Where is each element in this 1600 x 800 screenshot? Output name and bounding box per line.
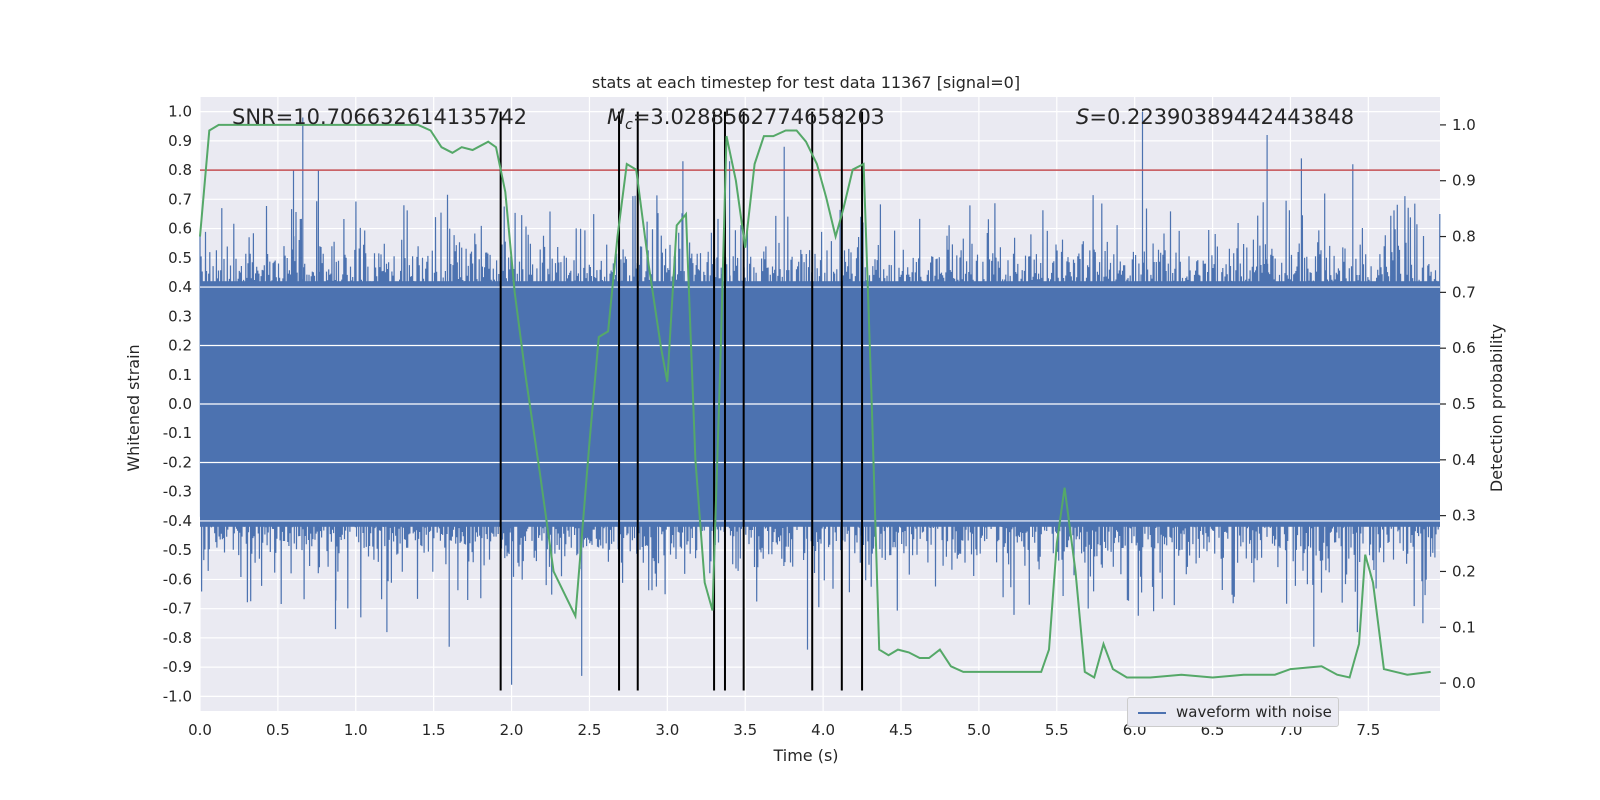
x-tick-label: 1.5 bbox=[422, 721, 446, 739]
s-symbol: S bbox=[1076, 105, 1089, 129]
x-tick-label: 3.5 bbox=[733, 721, 757, 739]
x-tick-label: 1.0 bbox=[344, 721, 368, 739]
x-tick-label: 2.0 bbox=[500, 721, 524, 739]
x-tick-label: 0.0 bbox=[188, 721, 212, 739]
y-right-tick-label: 0.3 bbox=[1452, 507, 1476, 525]
y-left-tick-label: -0.7 bbox=[163, 600, 192, 618]
y-left-tick-label: 0.4 bbox=[168, 278, 192, 296]
probability-layer bbox=[199, 123, 1431, 680]
waveform-layer bbox=[199, 111, 1441, 685]
y-axis-left-label: Whitened strain bbox=[124, 344, 143, 471]
y-right-tick-label: 0.8 bbox=[1452, 228, 1476, 246]
y-left-tick-label: 0.0 bbox=[168, 395, 192, 413]
x-tick-label: 0.5 bbox=[266, 721, 290, 739]
mc-value: =3.028856277465820З bbox=[633, 105, 885, 129]
x-tick-label: 7.5 bbox=[1356, 721, 1380, 739]
y-left-tick-label: 0.7 bbox=[168, 190, 192, 208]
x-tick-label: 5.0 bbox=[967, 721, 991, 739]
y-right-tick-label: 0.9 bbox=[1452, 172, 1476, 190]
x-tick-label: 4.5 bbox=[889, 721, 913, 739]
y-right-tick-label: 1.0 bbox=[1452, 116, 1476, 134]
y-left-tick-label: -0.6 bbox=[163, 570, 192, 588]
snr-annotation: SNR=10.706632614135742 bbox=[232, 105, 527, 129]
tick-layer: 0.0 0.5 1.0 1.5 2.0 2.5 3.0 3.5 4.0 4.5 5.0 5.5 6.0 6… bbox=[163, 103, 1476, 739]
y-left-tick-label: 0.2 bbox=[168, 337, 192, 355]
y-left-tick-label: -0.9 bbox=[163, 658, 192, 676]
y-left-tick-label: -0.3 bbox=[163, 483, 192, 501]
chirp-mass-annotation: Mc=3.028856277465820З bbox=[607, 105, 884, 133]
legend-label: waveform with noise bbox=[1176, 703, 1332, 721]
s-annotation: S=0.22390389442443848 bbox=[1076, 105, 1354, 129]
y-right-tick-label: 0.1 bbox=[1452, 618, 1476, 636]
y-left-tick-label: 0.9 bbox=[168, 132, 192, 150]
legend-line-swatch bbox=[1138, 712, 1166, 714]
y-left-tick-label: -0.1 bbox=[163, 424, 192, 442]
y-left-tick-label: 0.6 bbox=[168, 220, 192, 238]
x-tick-label: 5.5 bbox=[1045, 721, 1069, 739]
legend: waveform with noise bbox=[1127, 697, 1339, 727]
y-right-tick-label: 0.6 bbox=[1452, 339, 1476, 357]
probability-line bbox=[199, 123, 1431, 680]
chart-title: stats at each timestep for test data 113… bbox=[592, 73, 1020, 92]
s-value: =0.22390389442443848 bbox=[1089, 105, 1354, 129]
y-left-tick-label: -0.5 bbox=[163, 541, 192, 559]
mc-subscript: c bbox=[625, 117, 633, 133]
y-left-tick-label: -0.2 bbox=[163, 453, 192, 471]
y-left-tick-label: -0.8 bbox=[163, 629, 192, 647]
x-axis-label: Time (s) bbox=[772, 746, 838, 765]
y-left-tick-label: 1.0 bbox=[168, 103, 192, 121]
y-right-tick-label: 0.0 bbox=[1452, 674, 1476, 692]
y-left-tick-label: 0.3 bbox=[168, 307, 192, 325]
y-right-tick-label: 0.4 bbox=[1452, 451, 1476, 469]
y-right-tick-label: 0.7 bbox=[1452, 283, 1476, 301]
y-left-tick-label: -1.0 bbox=[163, 687, 192, 705]
y-right-tick-label: 0.2 bbox=[1452, 562, 1476, 580]
y-left-tick-label: -0.4 bbox=[163, 512, 192, 530]
y-left-tick-label: 0.1 bbox=[168, 366, 192, 384]
mc-symbol: M bbox=[607, 105, 625, 129]
y-right-tick-label: 0.5 bbox=[1452, 395, 1476, 413]
y-left-tick-label: 0.8 bbox=[168, 161, 192, 179]
y-left-tick-label: 0.5 bbox=[168, 249, 192, 267]
x-tick-label: 2.5 bbox=[578, 721, 602, 739]
y-axis-right-label: Detection probability bbox=[1487, 324, 1506, 492]
x-tick-label: 3.0 bbox=[655, 721, 679, 739]
x-tick-label: 4.0 bbox=[811, 721, 835, 739]
